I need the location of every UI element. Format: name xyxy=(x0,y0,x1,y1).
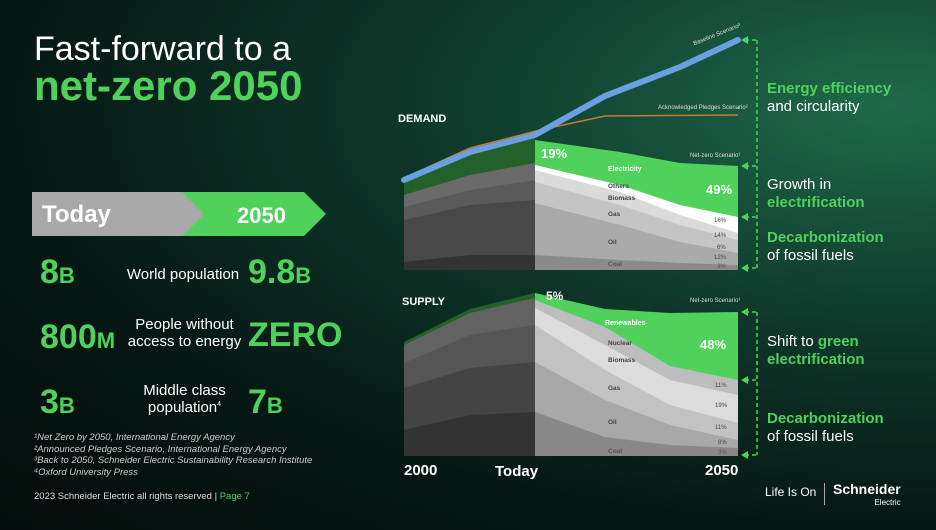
layer-label: Coal xyxy=(608,448,623,455)
arrow-today: Today xyxy=(42,201,111,228)
future-segment xyxy=(182,192,326,236)
end-pct: 12% xyxy=(714,255,727,261)
annotation-green-electrification: Shift to green electrification xyxy=(767,333,865,368)
supply-today-pct: 5% xyxy=(546,289,564,303)
end-pct: 11% xyxy=(715,383,727,389)
layer-label: Coal xyxy=(608,261,623,268)
demand-oil xyxy=(535,203,738,270)
demand-history-layer-3 xyxy=(404,200,535,270)
layer-label: Oil xyxy=(608,239,617,246)
stat-label-access: People without access to energy xyxy=(127,316,242,350)
end-pct: 8% xyxy=(718,440,727,446)
stat-future-population: 9.8B xyxy=(248,253,312,291)
end-pct: 3% xyxy=(718,450,727,456)
end-pct: 19% xyxy=(715,403,728,409)
dashed-brackets xyxy=(745,39,758,456)
layer-label: Gas xyxy=(608,211,621,218)
arrow-2050: 2050 xyxy=(237,203,286,228)
pledges-label: Acknowledged Pledges Scenario² xyxy=(658,105,748,111)
footnotes: ¹Net Zero by 2050, International Energy … xyxy=(34,432,313,478)
annotation-decarbonization-supply: Decarbonization of fossil fuels xyxy=(767,410,884,445)
layer-label: Renewables xyxy=(605,320,646,327)
annotation-decarbonization-demand: Decarbonization of fossil fuels xyxy=(767,229,884,264)
end-pct: 6% xyxy=(717,245,726,251)
supply-netzero-label: Net-zero Scenario¹ xyxy=(690,298,741,304)
demand-coal xyxy=(535,255,738,270)
end-pct: 16% xyxy=(714,218,727,224)
end-pct: 11% xyxy=(715,425,727,431)
layer-label: Electricity xyxy=(608,166,642,173)
supply-2050-pct: 48% xyxy=(700,337,727,352)
today-2050-arrow xyxy=(32,192,326,236)
brand-tagline: Life Is On xyxy=(765,485,817,499)
axis-2000: 2000 xyxy=(404,462,438,479)
layer-label: Others xyxy=(608,183,629,190)
today-segment xyxy=(32,192,214,236)
layer-label: Biomass xyxy=(608,357,636,364)
demand-today-pct: 19% xyxy=(541,146,568,161)
title-line-1: Fast-forward to a xyxy=(34,30,291,68)
baseline-line xyxy=(401,37,741,183)
demand-netzero-label: Net-zero Scenario¹ xyxy=(690,153,741,159)
arrowheads xyxy=(741,36,748,459)
stat-label-population: World population xyxy=(126,266,240,283)
footer: 2023 Schneider Electric all rights reser… xyxy=(34,491,250,502)
annotation-efficiency: Energy efficiency and circularity xyxy=(767,80,892,115)
axis-2050: 2050 xyxy=(705,462,739,479)
layer-label: Nuclear xyxy=(608,340,632,347)
axis-today: Today xyxy=(495,463,539,480)
page-number: Page 7 xyxy=(219,491,250,502)
demand-2050-pct: 49% xyxy=(706,182,733,197)
schneider-logo: Schneider Electric xyxy=(833,481,901,507)
end-pct: 14% xyxy=(714,233,727,239)
supply-title: SUPPLY xyxy=(402,296,446,308)
demand-history-layer-4 xyxy=(404,255,535,270)
stat-today-population: 8B xyxy=(40,253,75,291)
layer-label: Gas xyxy=(608,385,621,392)
supply-history-layer-4 xyxy=(404,412,535,456)
layer-label: Biomass xyxy=(608,195,636,202)
end-pct: 3% xyxy=(717,264,726,270)
stat-future-access: ZERO xyxy=(248,316,343,354)
stat-label-middle-class: Middle class population4 xyxy=(143,382,226,416)
brand-divider xyxy=(824,483,825,505)
annotation-electrification: Growth in electrification xyxy=(767,176,865,211)
stat-today-access: 800M xyxy=(40,318,116,356)
stat-future-middle-class: 7B xyxy=(248,383,283,421)
stat-today-middle-class: 3B xyxy=(40,383,75,421)
title-line-2: net-zero 2050 xyxy=(34,62,303,109)
layer-label: Oil xyxy=(608,419,617,426)
demand-title: DEMAND xyxy=(398,113,447,125)
supply-coal xyxy=(535,412,738,456)
